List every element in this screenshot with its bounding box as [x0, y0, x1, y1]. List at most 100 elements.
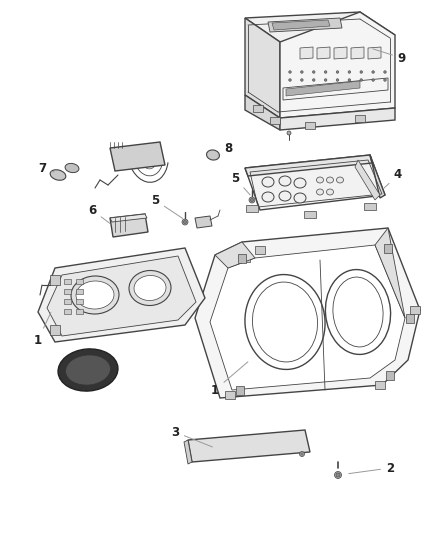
- Polygon shape: [245, 155, 372, 176]
- Ellipse shape: [326, 177, 333, 183]
- Polygon shape: [225, 391, 235, 399]
- Polygon shape: [195, 216, 212, 228]
- Polygon shape: [240, 254, 250, 262]
- Bar: [64, 299, 71, 304]
- Ellipse shape: [301, 453, 303, 455]
- Ellipse shape: [300, 451, 304, 456]
- Polygon shape: [355, 115, 365, 122]
- Polygon shape: [47, 256, 196, 336]
- Ellipse shape: [348, 71, 351, 73]
- Polygon shape: [238, 254, 246, 263]
- Ellipse shape: [326, 189, 333, 195]
- Polygon shape: [110, 142, 165, 171]
- Bar: [64, 289, 71, 294]
- Polygon shape: [184, 440, 192, 464]
- Ellipse shape: [182, 219, 188, 225]
- Ellipse shape: [129, 270, 171, 305]
- Text: 2: 2: [349, 462, 394, 474]
- Ellipse shape: [66, 355, 110, 385]
- Polygon shape: [410, 306, 420, 314]
- Polygon shape: [386, 371, 394, 380]
- Polygon shape: [245, 18, 280, 118]
- Text: 4: 4: [384, 168, 402, 188]
- Ellipse shape: [325, 71, 327, 73]
- Text: 9: 9: [373, 49, 406, 64]
- Text: 5: 5: [231, 172, 250, 195]
- Polygon shape: [305, 122, 315, 129]
- Bar: [76, 299, 83, 304]
- Ellipse shape: [289, 71, 291, 73]
- Ellipse shape: [65, 164, 79, 173]
- Ellipse shape: [384, 79, 386, 81]
- Polygon shape: [406, 314, 414, 323]
- Ellipse shape: [249, 197, 255, 203]
- Polygon shape: [300, 47, 313, 59]
- Ellipse shape: [289, 79, 291, 81]
- Polygon shape: [280, 108, 395, 130]
- Ellipse shape: [262, 177, 274, 187]
- Polygon shape: [384, 244, 392, 253]
- Polygon shape: [50, 325, 60, 335]
- Ellipse shape: [360, 79, 363, 81]
- Ellipse shape: [58, 349, 118, 391]
- Polygon shape: [245, 155, 385, 210]
- Ellipse shape: [207, 150, 219, 160]
- Polygon shape: [246, 205, 258, 212]
- Ellipse shape: [294, 193, 306, 203]
- Ellipse shape: [279, 191, 291, 201]
- Polygon shape: [188, 430, 310, 462]
- Ellipse shape: [336, 71, 339, 73]
- Ellipse shape: [262, 192, 274, 202]
- Polygon shape: [370, 155, 385, 198]
- Ellipse shape: [300, 79, 303, 81]
- Polygon shape: [351, 47, 364, 59]
- Text: 1: 1: [211, 362, 248, 397]
- Bar: [76, 279, 83, 284]
- Ellipse shape: [336, 177, 343, 183]
- Text: 8: 8: [218, 141, 232, 155]
- Polygon shape: [38, 248, 205, 342]
- Polygon shape: [215, 242, 255, 268]
- Ellipse shape: [76, 281, 114, 309]
- Polygon shape: [334, 47, 347, 59]
- Ellipse shape: [372, 71, 374, 73]
- Polygon shape: [317, 47, 330, 59]
- Ellipse shape: [279, 176, 291, 186]
- Ellipse shape: [312, 71, 315, 73]
- Polygon shape: [270, 117, 280, 124]
- Polygon shape: [368, 47, 381, 59]
- Polygon shape: [236, 386, 244, 395]
- Text: 6: 6: [88, 204, 110, 223]
- Ellipse shape: [287, 131, 291, 135]
- Ellipse shape: [134, 276, 166, 301]
- Ellipse shape: [336, 79, 339, 81]
- Bar: [64, 309, 71, 314]
- Polygon shape: [364, 203, 376, 210]
- Polygon shape: [380, 241, 390, 249]
- Text: 7: 7: [38, 161, 54, 174]
- Ellipse shape: [384, 71, 386, 73]
- Ellipse shape: [317, 189, 324, 195]
- Polygon shape: [245, 12, 395, 42]
- Ellipse shape: [50, 169, 66, 180]
- Ellipse shape: [251, 198, 254, 201]
- Polygon shape: [355, 160, 380, 200]
- Polygon shape: [50, 275, 60, 285]
- Ellipse shape: [348, 79, 351, 81]
- Text: 5: 5: [151, 193, 183, 219]
- Polygon shape: [210, 245, 405, 390]
- Ellipse shape: [184, 221, 187, 223]
- Polygon shape: [375, 228, 405, 318]
- Polygon shape: [253, 105, 263, 112]
- Polygon shape: [268, 18, 342, 32]
- Polygon shape: [280, 12, 395, 118]
- Polygon shape: [195, 228, 420, 398]
- Bar: [64, 279, 71, 284]
- Polygon shape: [304, 211, 316, 218]
- Polygon shape: [272, 20, 330, 30]
- Ellipse shape: [336, 473, 340, 477]
- Polygon shape: [255, 246, 265, 254]
- Bar: [76, 309, 83, 314]
- Polygon shape: [110, 214, 148, 237]
- Ellipse shape: [300, 71, 303, 73]
